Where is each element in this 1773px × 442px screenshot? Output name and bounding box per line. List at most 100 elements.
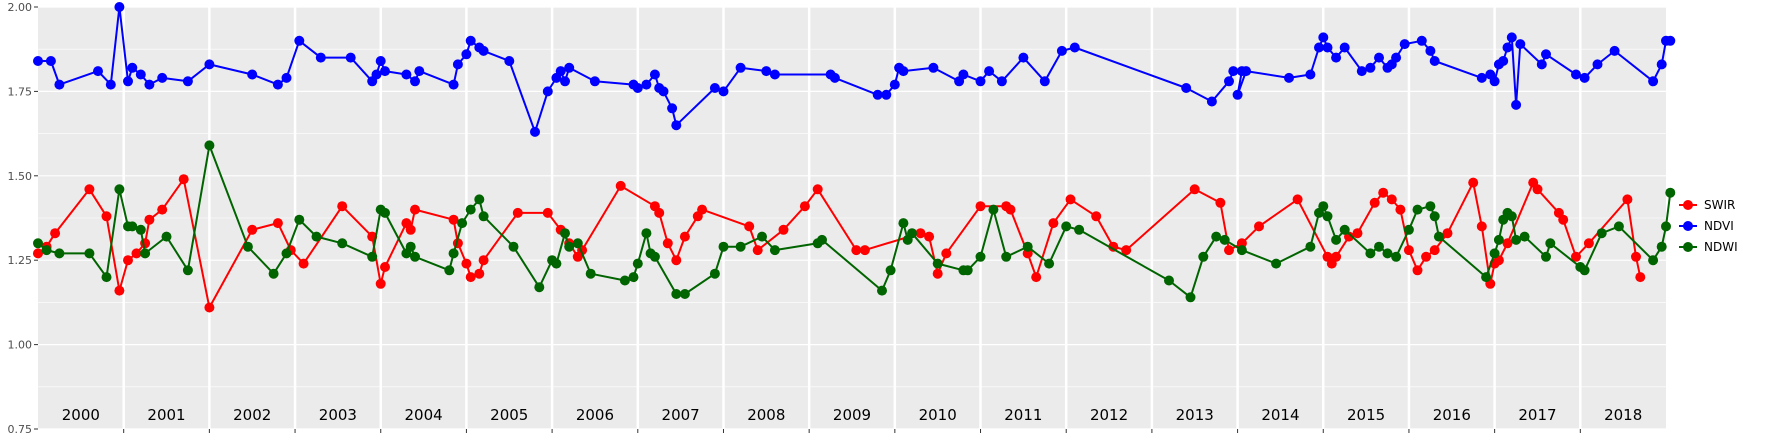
data-point-ndwi [1429,211,1440,222]
data-point-ndvi [718,86,729,97]
data-point-ndwi [1511,234,1522,245]
data-point-ndvi [641,79,652,90]
data-point-ndwi [1489,248,1500,259]
data-point-swir [1378,187,1389,198]
data-point-ndvi [958,69,969,80]
data-point-ndwi [649,251,660,262]
data-point-ndvi [1181,83,1192,93]
data-point-ndvi [281,72,292,83]
year-label: 2018 [1604,406,1642,424]
data-point-ndwi [1001,251,1012,262]
data-point-ndwi [641,228,652,239]
data-point-swir [859,245,870,256]
data-point-ndwi [988,204,999,215]
data-point-ndvi [127,62,138,73]
data-point-ndvi [315,52,326,63]
data-point-ndwi [1481,272,1492,283]
data-point-swir [1429,245,1440,256]
data-point-ndwi [33,238,43,249]
data-point-ndvi [1592,59,1603,70]
data-point-ndwi [534,282,545,293]
data-point-ndvi [380,66,390,77]
data-point-swir [812,184,823,195]
data-point-ndwi [127,221,138,232]
data-point-ndvi [504,56,515,66]
data-point-swir [247,224,258,235]
data-point-ndvi [1511,99,1522,110]
data-point-ndvi [1665,35,1676,46]
data-point-swir [915,228,926,239]
data-point-ndwi [718,241,729,252]
data-point-swir [478,255,489,266]
data-point-ndwi [1433,231,1444,242]
data-point-ndvi [589,76,600,87]
data-point-swir [178,174,189,185]
data-point-ndwi [1403,224,1414,235]
data-point-ndvi [1224,76,1234,87]
data-point-swir [778,224,789,235]
data-point-ndvi [769,69,780,80]
data-point-swir [337,201,348,212]
data-point-ndvi [898,66,909,77]
data-point-ndwi [632,258,643,269]
data-point-ndwi [1391,251,1402,262]
data-point-ndvi [1506,32,1517,43]
data-point-swir [924,231,935,242]
y-tick-label: 1.25 [8,254,33,267]
data-point-swir [114,285,125,296]
data-point-ndvi [1018,52,1029,63]
data-point-ndwi [1412,204,1423,215]
data-point-ndvi [709,83,720,93]
grid-major [38,6,1666,430]
year-label: 2005 [490,406,528,424]
year-label: 2016 [1433,406,1471,424]
data-point-ndwi [457,218,468,229]
data-point-swir [1108,241,1119,252]
data-point-ndwi [1322,211,1333,222]
data-point-ndwi [619,275,630,286]
year-label: 2017 [1518,406,1556,424]
data-point-ndwi [585,268,596,279]
data-point-ndwi [1545,238,1556,249]
data-point-ndwi [1374,241,1384,252]
data-point-ndvi [1056,45,1067,56]
data-point-swir [474,268,485,279]
data-point-ndwi [1425,201,1436,212]
data-point-ndwi [311,231,322,242]
data-point-swir [679,231,690,242]
data-point-ndwi [474,194,485,205]
year-label: 2010 [919,406,957,424]
data-point-ndvi [671,120,682,131]
data-point-swir [1502,238,1513,249]
data-point-ndvi [735,62,746,73]
data-point-swir [1224,245,1234,256]
data-point-ndwi [1236,245,1247,256]
data-point-ndwi [1493,234,1504,245]
data-point-swir [272,218,283,229]
data-point-ndvi [461,49,472,60]
data-point-swir [941,248,952,259]
data-point-ndvi [272,79,283,90]
data-point-ndvi [1374,52,1384,63]
data-point-ndvi [375,56,386,66]
data-point-ndwi [478,211,489,222]
data-point-ndvi [1232,89,1243,100]
data-point-ndvi [1536,59,1547,70]
data-point-ndvi [881,89,892,100]
year-label: 2008 [747,406,785,424]
data-point-ndwi [1074,224,1085,235]
year-label: 2007 [662,406,700,424]
data-point-ndvi [1656,59,1667,70]
data-point-ndvi [1228,66,1239,77]
data-point-ndvi [33,56,43,66]
data-point-ndwi [932,258,943,269]
legend-key-marker [1683,242,1693,252]
data-point-ndwi [281,248,292,259]
data-point-ndwi [41,245,52,256]
data-point-ndvi [247,69,258,80]
data-point-ndvi [294,35,305,46]
data-point-ndwi [1339,224,1350,235]
data-point-ndvi [1541,49,1551,60]
data-point-swir [1048,218,1059,229]
